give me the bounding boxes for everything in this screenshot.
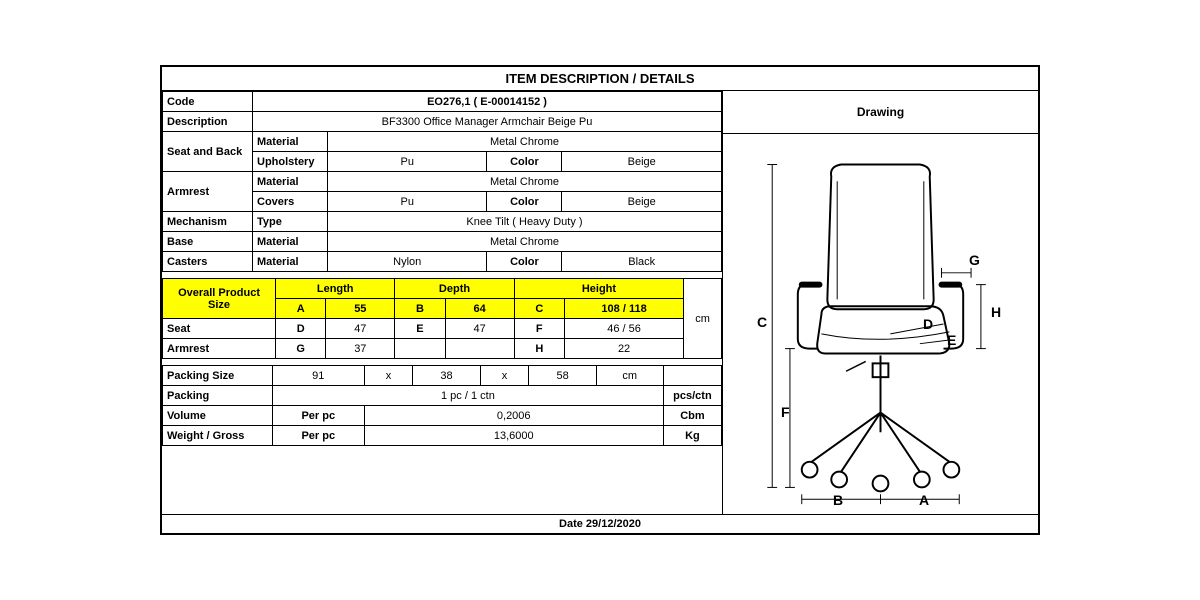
label-armrest2: Armrest xyxy=(163,339,276,359)
label-depth: Depth xyxy=(395,279,514,299)
label-casters: Casters xyxy=(163,252,253,272)
label-description: Description xyxy=(163,112,253,132)
dim-A-label: A xyxy=(276,299,326,319)
label-material: Material xyxy=(253,232,328,252)
date-row: Date 29/12/2020 xyxy=(162,514,1038,533)
armrest-material: Metal Chrome xyxy=(328,172,722,192)
casters-color: Black xyxy=(562,252,722,272)
dgl-H: H xyxy=(991,304,1001,320)
armrest-color: Beige xyxy=(562,192,722,212)
dim-E-label: E xyxy=(395,319,445,339)
label-height: Height xyxy=(514,279,684,299)
label-upholstery: Upholstery xyxy=(253,152,328,172)
label-weight: Weight / Gross xyxy=(163,426,273,446)
label-drawing: Drawing xyxy=(723,91,1038,134)
label-color: Color xyxy=(487,192,562,212)
dgl-A: A xyxy=(919,492,929,508)
label-mechanism: Mechanism xyxy=(163,212,253,232)
dim-E: 47 xyxy=(445,319,514,339)
value-description: BF3300 Office Manager Armchair Beige Pu xyxy=(253,112,722,132)
weight-value: 13,6000 xyxy=(364,426,663,446)
per-pc-2: Per pc xyxy=(272,426,364,446)
dgl-F: F xyxy=(781,404,790,420)
dimensions-table: Overall Product Size Length Depth Height… xyxy=(162,278,722,359)
pack-d: 58 xyxy=(529,366,596,386)
label-volume: Volume xyxy=(163,406,273,426)
pack-l: 91 xyxy=(272,366,364,386)
date-prefix: Date xyxy=(559,518,583,530)
pack-w: 38 xyxy=(413,366,480,386)
base-material: Metal Chrome xyxy=(328,232,722,252)
seat-back-material: Metal Chrome xyxy=(328,132,722,152)
dgl-D: D xyxy=(923,316,933,332)
dgl-B: B xyxy=(833,492,843,508)
mechanism-type: Knee Tilt ( Heavy Duty ) xyxy=(328,212,722,232)
value-code: EO276,1 ( E-00014152 ) xyxy=(253,92,722,112)
label-type: Type xyxy=(253,212,328,232)
label-pcsctn: pcs/ctn xyxy=(663,386,721,406)
dim-H: 22 xyxy=(564,339,683,359)
dgl-C: C xyxy=(757,314,767,330)
label-color: Color xyxy=(487,252,562,272)
dim-D-label: D xyxy=(276,319,326,339)
packing-table: Packing Size 91 x 38 x 58 cm Packing 1 p… xyxy=(162,365,722,446)
label-material: Material xyxy=(253,252,328,272)
casters-material: Nylon xyxy=(328,252,487,272)
packing-value: 1 pc / 1 ctn xyxy=(272,386,663,406)
label-cbm: Cbm xyxy=(663,406,721,426)
dgl-G: G xyxy=(969,252,980,268)
x1: x xyxy=(364,366,413,386)
chair-svg xyxy=(723,134,1038,514)
sheet-title: ITEM DESCRIPTION / DETAILS xyxy=(162,67,1038,91)
drawing-panel: Drawing xyxy=(722,91,1038,514)
unit-cm: cm xyxy=(684,279,722,359)
volume-value: 0,2006 xyxy=(364,406,663,426)
date-value: 29/12/2020 xyxy=(586,518,641,530)
dim-G: 37 xyxy=(326,339,395,359)
label-kg: Kg xyxy=(663,426,721,446)
dim-F-label: F xyxy=(514,319,564,339)
label-code: Code xyxy=(163,92,253,112)
label-color: Color xyxy=(487,152,562,172)
dim-B-label: B xyxy=(395,299,445,319)
dim-G-label: G xyxy=(276,339,326,359)
dim-C-label: C xyxy=(514,299,564,319)
label-packing: Packing xyxy=(163,386,273,406)
label-covers: Covers xyxy=(253,192,328,212)
label-seat: Seat xyxy=(163,319,276,339)
label-overall: Overall Product Size xyxy=(163,279,276,319)
dim-H-label: H xyxy=(514,339,564,359)
per-pc-1: Per pc xyxy=(272,406,364,426)
seat-back-color: Beige xyxy=(562,152,722,172)
x2: x xyxy=(480,366,529,386)
spec-tables: Code EO276,1 ( E-00014152 ) Description … xyxy=(162,91,722,514)
main-area: Code EO276,1 ( E-00014152 ) Description … xyxy=(162,91,1038,514)
armrest-covers: Pu xyxy=(328,192,487,212)
label-material: Material xyxy=(253,172,328,192)
dim-D: 47 xyxy=(326,319,395,339)
dim-B: 64 xyxy=(445,299,514,319)
pack-unit: cm xyxy=(596,366,663,386)
dgl-E: E xyxy=(947,332,956,348)
dim-F: 46 / 56 xyxy=(564,319,683,339)
dim-A: 55 xyxy=(326,299,395,319)
seat-back-upholstery: Pu xyxy=(328,152,487,172)
header-table: Code EO276,1 ( E-00014152 ) Description … xyxy=(162,91,722,272)
label-length: Length xyxy=(276,279,395,299)
label-seat-back: Seat and Back xyxy=(163,132,253,172)
label-base: Base xyxy=(163,232,253,252)
label-armrest: Armrest xyxy=(163,172,253,212)
label-packing-size: Packing Size xyxy=(163,366,273,386)
dim-C: 108 / 118 xyxy=(564,299,683,319)
label-material: Material xyxy=(253,132,328,152)
spec-sheet: ITEM DESCRIPTION / DETAILS Code EO276,1 … xyxy=(160,65,1040,535)
chair-diagram: C F H G D E A B xyxy=(723,134,1038,514)
